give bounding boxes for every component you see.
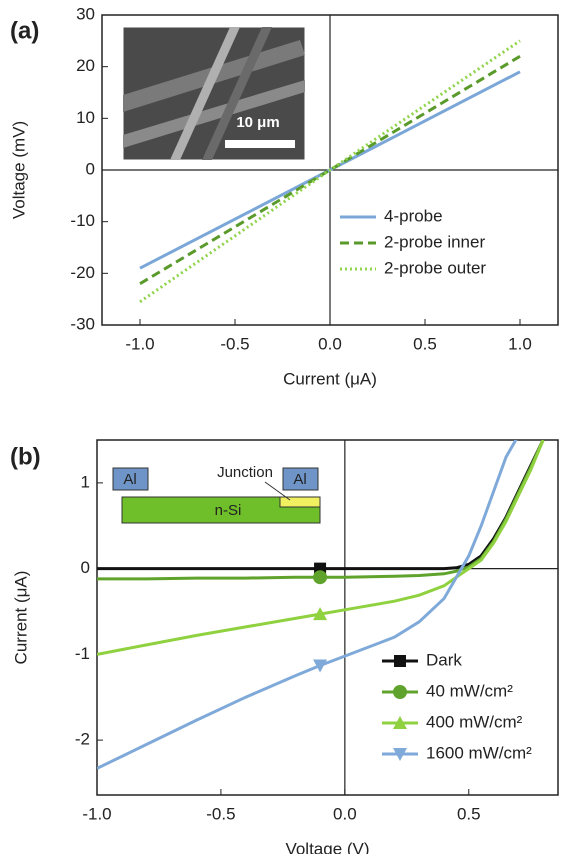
y-tick-label: -10 bbox=[70, 211, 95, 230]
series-line bbox=[97, 440, 518, 770]
sem-inset: 10 μm bbox=[122, 26, 306, 161]
y-axis-title: Voltage (mV) bbox=[9, 121, 28, 219]
legend-label: Dark bbox=[426, 650, 462, 669]
y-tick-label: 30 bbox=[76, 4, 95, 23]
marker bbox=[313, 659, 328, 673]
legend-label: 1600 mW/cm² bbox=[426, 743, 532, 762]
series-line bbox=[97, 440, 545, 656]
series-line bbox=[139, 39, 521, 304]
plot-frame bbox=[96, 439, 559, 796]
inset-label: n-Si bbox=[215, 502, 242, 519]
y-tick-label: 0 bbox=[81, 558, 90, 577]
x-tick-label: 0.5 bbox=[457, 804, 481, 823]
y-tick-label: -20 bbox=[70, 263, 95, 282]
inset-label: Al bbox=[123, 471, 136, 488]
legend-marker bbox=[393, 685, 407, 699]
legend-marker bbox=[393, 748, 407, 761]
device-inset: Al Al Junction n-Si bbox=[112, 464, 321, 524]
legend-label: 400 mW/cm² bbox=[426, 712, 523, 731]
panel-label: (b) bbox=[10, 443, 41, 470]
x-tick-label: 0.5 bbox=[413, 334, 437, 353]
marker bbox=[313, 570, 328, 585]
legend-label: 40 mW/cm² bbox=[426, 681, 513, 700]
legend-label: 2-probe outer bbox=[384, 258, 486, 277]
y-axis-title: Current (μA) bbox=[11, 571, 30, 665]
x-tick-label: -0.5 bbox=[206, 804, 235, 823]
x-tick-label: 0.0 bbox=[333, 804, 357, 823]
y-tick-label: -1 bbox=[75, 644, 90, 663]
legend-marker bbox=[394, 655, 406, 667]
scale-bar-label: 10 μm bbox=[236, 114, 279, 131]
y-tick-label: -30 bbox=[70, 314, 95, 333]
legend-marker bbox=[393, 716, 407, 729]
x-tick-label: 0.0 bbox=[318, 334, 342, 353]
legend-label: 2-probe inner bbox=[384, 232, 485, 251]
y-tick-label: 0 bbox=[86, 159, 95, 178]
x-tick-label: -0.5 bbox=[220, 334, 249, 353]
inset-label: Junction bbox=[217, 464, 273, 481]
x-axis-title: Current (μA) bbox=[283, 369, 377, 388]
series-line bbox=[139, 55, 521, 285]
inset-label: Al bbox=[293, 471, 306, 488]
x-tick-label: 1.0 bbox=[508, 334, 532, 353]
x-axis-title: Voltage (V) bbox=[285, 839, 369, 854]
y-tick-label: -2 bbox=[75, 730, 90, 749]
y-tick-label: 10 bbox=[76, 108, 95, 127]
x-tick-label: -1.0 bbox=[125, 334, 154, 353]
marker bbox=[313, 607, 328, 621]
y-tick-label: 20 bbox=[76, 56, 95, 75]
panel-label: (a) bbox=[10, 17, 39, 44]
x-tick-label: -1.0 bbox=[82, 804, 111, 823]
y-tick-label: 1 bbox=[81, 472, 90, 491]
legend-label: 4-probe bbox=[384, 206, 443, 225]
